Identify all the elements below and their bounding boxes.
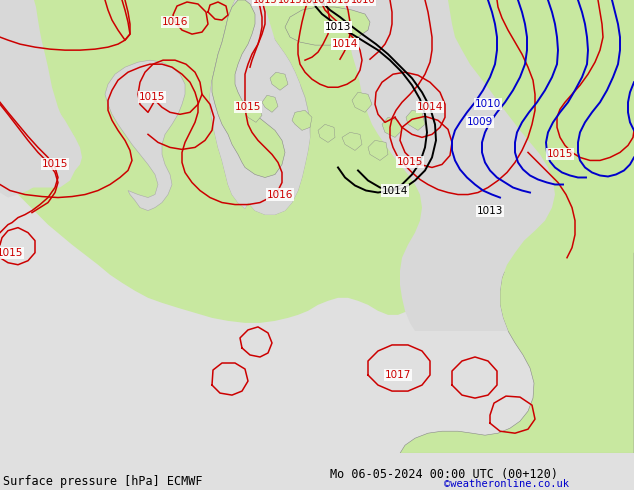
Polygon shape (400, 0, 634, 453)
Polygon shape (0, 0, 634, 323)
Polygon shape (0, 0, 82, 197)
Text: 1014: 1014 (382, 186, 408, 196)
Text: 1013: 1013 (325, 22, 351, 32)
Polygon shape (244, 104, 262, 122)
Text: ©weatheronline.co.uk: ©weatheronline.co.uk (444, 479, 569, 489)
Text: 1016: 1016 (351, 0, 375, 5)
Text: Surface pressure [hPa] ECMWF: Surface pressure [hPa] ECMWF (3, 474, 203, 488)
Polygon shape (262, 95, 278, 112)
Polygon shape (0, 0, 345, 253)
Text: 1014: 1014 (332, 39, 358, 49)
Text: 1015: 1015 (42, 159, 68, 170)
Text: 1017: 1017 (385, 370, 411, 380)
Text: 1015: 1015 (397, 157, 423, 168)
Text: 1016: 1016 (267, 190, 293, 199)
Text: 1013: 1013 (477, 206, 503, 216)
Text: 1013: 1013 (325, 22, 351, 32)
Text: 1015: 1015 (326, 0, 351, 5)
Text: 1015: 1015 (139, 92, 165, 102)
Text: 1015: 1015 (547, 149, 573, 159)
Text: 1016: 1016 (301, 0, 325, 5)
Polygon shape (352, 92, 372, 112)
Text: 1015: 1015 (253, 0, 277, 5)
Text: 1014: 1014 (332, 39, 358, 49)
Polygon shape (0, 0, 80, 188)
Text: 1015: 1015 (0, 248, 23, 258)
Polygon shape (285, 7, 370, 45)
Polygon shape (342, 132, 362, 150)
Text: 1015: 1015 (278, 0, 302, 5)
Polygon shape (344, 0, 555, 331)
Polygon shape (105, 60, 185, 211)
Polygon shape (406, 110, 425, 130)
Polygon shape (200, 0, 310, 215)
Polygon shape (0, 0, 180, 215)
Polygon shape (368, 141, 388, 160)
Text: 1010: 1010 (475, 99, 501, 109)
Polygon shape (212, 0, 285, 177)
Polygon shape (270, 72, 288, 90)
Text: 1016: 1016 (162, 17, 188, 27)
Text: 1015: 1015 (235, 102, 261, 112)
Polygon shape (210, 0, 310, 215)
Polygon shape (0, 0, 248, 238)
Text: Mo 06-05-2024 00:00 UTC (00+120): Mo 06-05-2024 00:00 UTC (00+120) (330, 468, 558, 481)
Polygon shape (382, 117, 402, 137)
Polygon shape (318, 124, 335, 143)
Text: 1014: 1014 (417, 102, 443, 112)
Text: 1009: 1009 (467, 117, 493, 127)
Polygon shape (292, 110, 312, 130)
